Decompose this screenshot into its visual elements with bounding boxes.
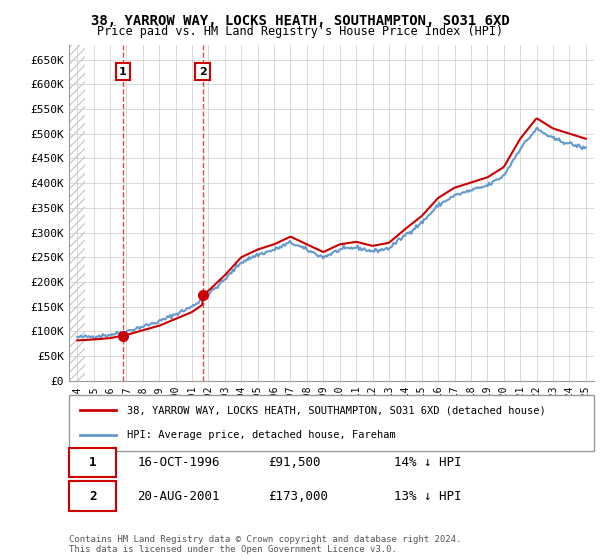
Text: 1: 1 — [89, 456, 97, 469]
FancyBboxPatch shape — [69, 395, 594, 451]
Text: 13% ↓ HPI: 13% ↓ HPI — [395, 489, 462, 502]
Text: Contains HM Land Registry data © Crown copyright and database right 2024.
This d: Contains HM Land Registry data © Crown c… — [69, 535, 461, 554]
Text: 2: 2 — [89, 489, 97, 502]
Text: 1: 1 — [119, 67, 127, 77]
FancyBboxPatch shape — [69, 448, 116, 477]
Text: 20-AUG-2001: 20-AUG-2001 — [137, 489, 220, 502]
Text: 16-OCT-1996: 16-OCT-1996 — [137, 456, 220, 469]
Text: 2: 2 — [199, 67, 206, 77]
Text: £91,500: £91,500 — [269, 456, 321, 469]
Text: Price paid vs. HM Land Registry's House Price Index (HPI): Price paid vs. HM Land Registry's House … — [97, 25, 503, 38]
Text: £173,000: £173,000 — [269, 489, 329, 502]
Text: 38, YARROW WAY, LOCKS HEATH, SOUTHAMPTON, SO31 6XD (detached house): 38, YARROW WAY, LOCKS HEATH, SOUTHAMPTON… — [127, 405, 545, 416]
Text: 14% ↓ HPI: 14% ↓ HPI — [395, 456, 462, 469]
Text: 38, YARROW WAY, LOCKS HEATH, SOUTHAMPTON, SO31 6XD: 38, YARROW WAY, LOCKS HEATH, SOUTHAMPTON… — [91, 14, 509, 28]
Text: HPI: Average price, detached house, Fareham: HPI: Average price, detached house, Fare… — [127, 430, 395, 440]
FancyBboxPatch shape — [69, 482, 116, 511]
